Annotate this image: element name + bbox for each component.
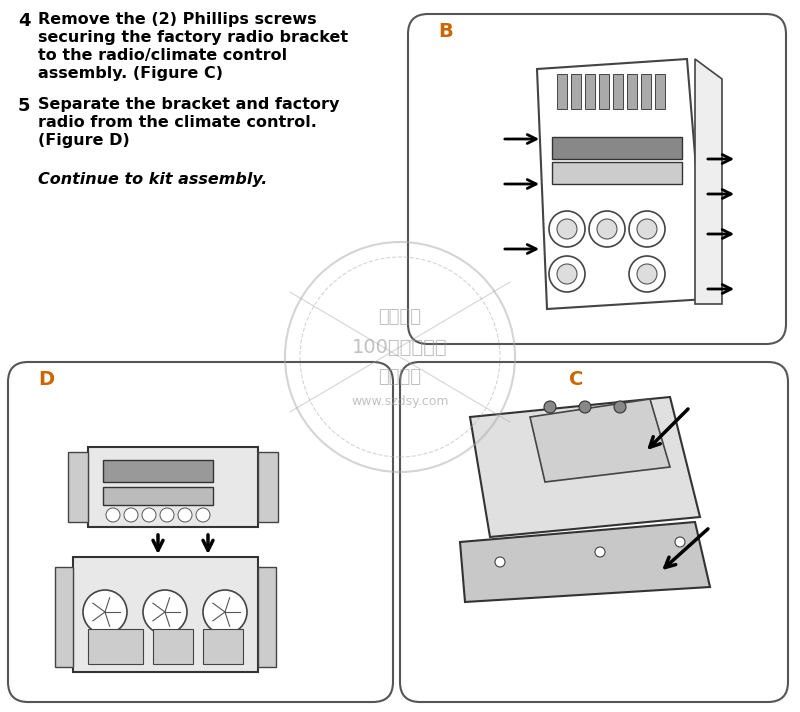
Circle shape: [629, 256, 665, 292]
Text: D: D: [38, 370, 54, 389]
Circle shape: [549, 256, 585, 292]
Text: 汽车买卖: 汽车买卖: [378, 308, 422, 326]
Text: Continue to kit assembly.: Continue to kit assembly.: [38, 172, 267, 187]
Text: 100元买战拍场: 100元买战拍场: [352, 337, 448, 357]
Circle shape: [83, 590, 127, 634]
Bar: [641, 74, 651, 109]
Text: Separate the bracket and factory: Separate the bracket and factory: [38, 97, 339, 112]
Circle shape: [557, 264, 577, 284]
Bar: [88, 447, 258, 527]
Circle shape: [589, 211, 625, 247]
Bar: [103, 460, 213, 482]
Polygon shape: [460, 522, 710, 602]
Bar: [55, 567, 73, 667]
Text: radio from the climate control.: radio from the climate control.: [38, 115, 317, 130]
Bar: [655, 74, 665, 109]
Circle shape: [178, 508, 192, 522]
Circle shape: [495, 557, 505, 567]
Circle shape: [203, 590, 247, 634]
Bar: [599, 74, 609, 109]
Text: securing the factory radio bracket: securing the factory radio bracket: [38, 30, 348, 45]
Circle shape: [124, 508, 138, 522]
Bar: [68, 452, 88, 522]
Text: Remove the (2) Phillips screws: Remove the (2) Phillips screws: [38, 12, 317, 27]
Circle shape: [557, 219, 577, 239]
Bar: [88, 629, 143, 664]
Circle shape: [106, 508, 120, 522]
Circle shape: [196, 508, 210, 522]
Circle shape: [544, 401, 556, 413]
Bar: [153, 629, 193, 664]
Bar: [203, 629, 243, 664]
Polygon shape: [530, 399, 670, 482]
Bar: [258, 567, 276, 667]
Circle shape: [614, 401, 626, 413]
Bar: [585, 74, 595, 109]
Bar: [73, 557, 258, 672]
Text: www.szdsy.com: www.szdsy.com: [351, 395, 449, 409]
Text: to the radio/climate control: to the radio/climate control: [38, 48, 287, 63]
Text: 5: 5: [18, 97, 30, 115]
Bar: [627, 74, 637, 109]
Circle shape: [579, 401, 591, 413]
Circle shape: [629, 211, 665, 247]
Circle shape: [160, 508, 174, 522]
Circle shape: [637, 264, 657, 284]
Bar: [557, 74, 567, 109]
Text: 包图定制: 包图定制: [378, 368, 422, 386]
Circle shape: [143, 590, 187, 634]
FancyBboxPatch shape: [408, 14, 786, 344]
Text: C: C: [569, 370, 583, 389]
Text: (Figure D): (Figure D): [38, 133, 130, 148]
Circle shape: [637, 219, 657, 239]
Bar: [552, 162, 682, 184]
Text: 4: 4: [18, 12, 30, 30]
Bar: [613, 74, 623, 109]
Polygon shape: [537, 59, 707, 309]
Circle shape: [595, 547, 605, 557]
Bar: [552, 137, 682, 159]
Circle shape: [549, 211, 585, 247]
Text: assembly. (Figure C): assembly. (Figure C): [38, 66, 223, 81]
Polygon shape: [470, 397, 700, 537]
Text: B: B: [438, 22, 453, 41]
FancyBboxPatch shape: [8, 362, 393, 702]
Circle shape: [597, 219, 617, 239]
Bar: [571, 74, 581, 109]
Circle shape: [142, 508, 156, 522]
Circle shape: [675, 537, 685, 547]
Bar: [258, 452, 278, 522]
FancyBboxPatch shape: [400, 362, 788, 702]
Polygon shape: [695, 59, 722, 304]
Bar: [103, 487, 213, 505]
